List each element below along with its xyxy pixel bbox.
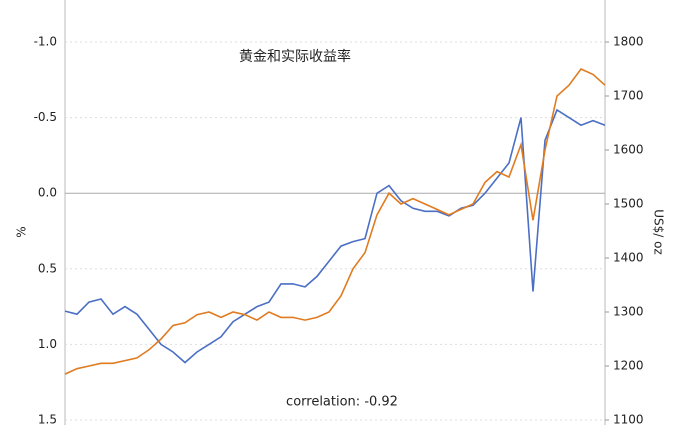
annotation: correlation: -0.92 (286, 395, 398, 410)
y-tick-label: 0.5 (38, 261, 57, 275)
y-tick-label: -1.0 (34, 35, 57, 49)
y2-axis-label: US$/ oz (652, 209, 666, 255)
series-line (64, 68, 606, 375)
y2-tick-label: 1800 (613, 35, 644, 49)
y-axis-label: % (15, 226, 29, 237)
y2-tick-label: 1500 (613, 197, 644, 211)
chart-title: 黄金和实际收益率 (239, 48, 351, 65)
y2-tick-label: 1300 (613, 305, 644, 319)
y2-tick-label: 1700 (613, 89, 644, 103)
y2-tick-label: 1400 (613, 251, 644, 265)
y-tick-label: 1.0 (38, 337, 57, 351)
series-line (64, 108, 606, 364)
y2-tick-label: 1200 (613, 359, 644, 373)
y-tick-label: 0.0 (38, 186, 57, 200)
y2-tick-label: 1100 (613, 413, 644, 426)
y-tick-label: -0.5 (34, 110, 57, 124)
y-tick-label: 1.5 (38, 413, 57, 426)
y2-tick-label: 1600 (613, 143, 644, 157)
